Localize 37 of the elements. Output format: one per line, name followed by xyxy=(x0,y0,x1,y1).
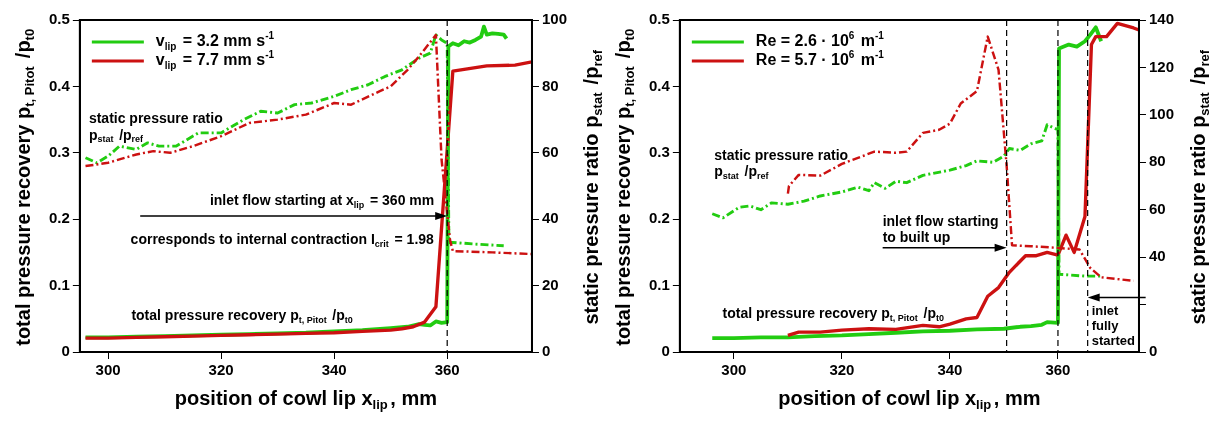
x-tick-label: 320 xyxy=(208,361,234,379)
x-tick-label: 360 xyxy=(1045,361,1071,379)
y-tick-label: 0.3 xyxy=(48,142,70,160)
x-tick-label: 320 xyxy=(829,361,855,379)
y2-tick-label: 40 xyxy=(541,209,559,227)
y-tick-label: 0.5 xyxy=(48,10,70,28)
y2-tick-label: 60 xyxy=(541,142,559,160)
y2-tick-label: 140 xyxy=(1148,10,1174,28)
y2-tick-label: 80 xyxy=(541,76,559,94)
y-tick-label: 0.3 xyxy=(648,142,670,160)
y-tick-label: 0.1 xyxy=(648,275,670,293)
y2-tick-label: 100 xyxy=(541,10,567,28)
y2-tick-label: 100 xyxy=(1148,105,1174,122)
x-tick-label: 340 xyxy=(321,361,347,379)
x-tick-label: 300 xyxy=(95,361,121,379)
x-tick-label: 360 xyxy=(434,361,460,379)
y-tick-label: 0.5 xyxy=(648,10,670,28)
annotation: inlet flow starting to built up xyxy=(882,212,999,245)
y2-tick-label: 20 xyxy=(541,275,559,293)
x-tick-label: 340 xyxy=(937,361,963,379)
y2-tick-label: 80 xyxy=(1148,152,1166,170)
y2-tick-label: 120 xyxy=(1148,57,1174,75)
y-tick-label: 0.4 xyxy=(48,76,71,94)
x-tick-label: 300 xyxy=(721,361,747,379)
y2-axis-title: static pressure ratio pstat /pref xyxy=(1186,47,1212,325)
y-tick-label: 0.4 xyxy=(648,76,671,94)
y2-tick-label: 0 xyxy=(1148,342,1158,360)
y2-tick-label: 0 xyxy=(541,342,551,360)
y-tick-label: 0 xyxy=(61,342,70,360)
y2-axis-title: static pressure ratio pstat /pref xyxy=(579,47,605,325)
y2-tick-label: 60 xyxy=(1148,199,1166,217)
y2-tick-label: 40 xyxy=(1148,247,1166,265)
y-tick-label: 0.2 xyxy=(648,209,670,227)
y-tick-label: 0.2 xyxy=(48,209,70,227)
y-tick-label: 0 xyxy=(661,342,670,360)
annotation: inlet fully started xyxy=(1091,303,1136,349)
y-tick-label: 0.1 xyxy=(48,275,70,293)
